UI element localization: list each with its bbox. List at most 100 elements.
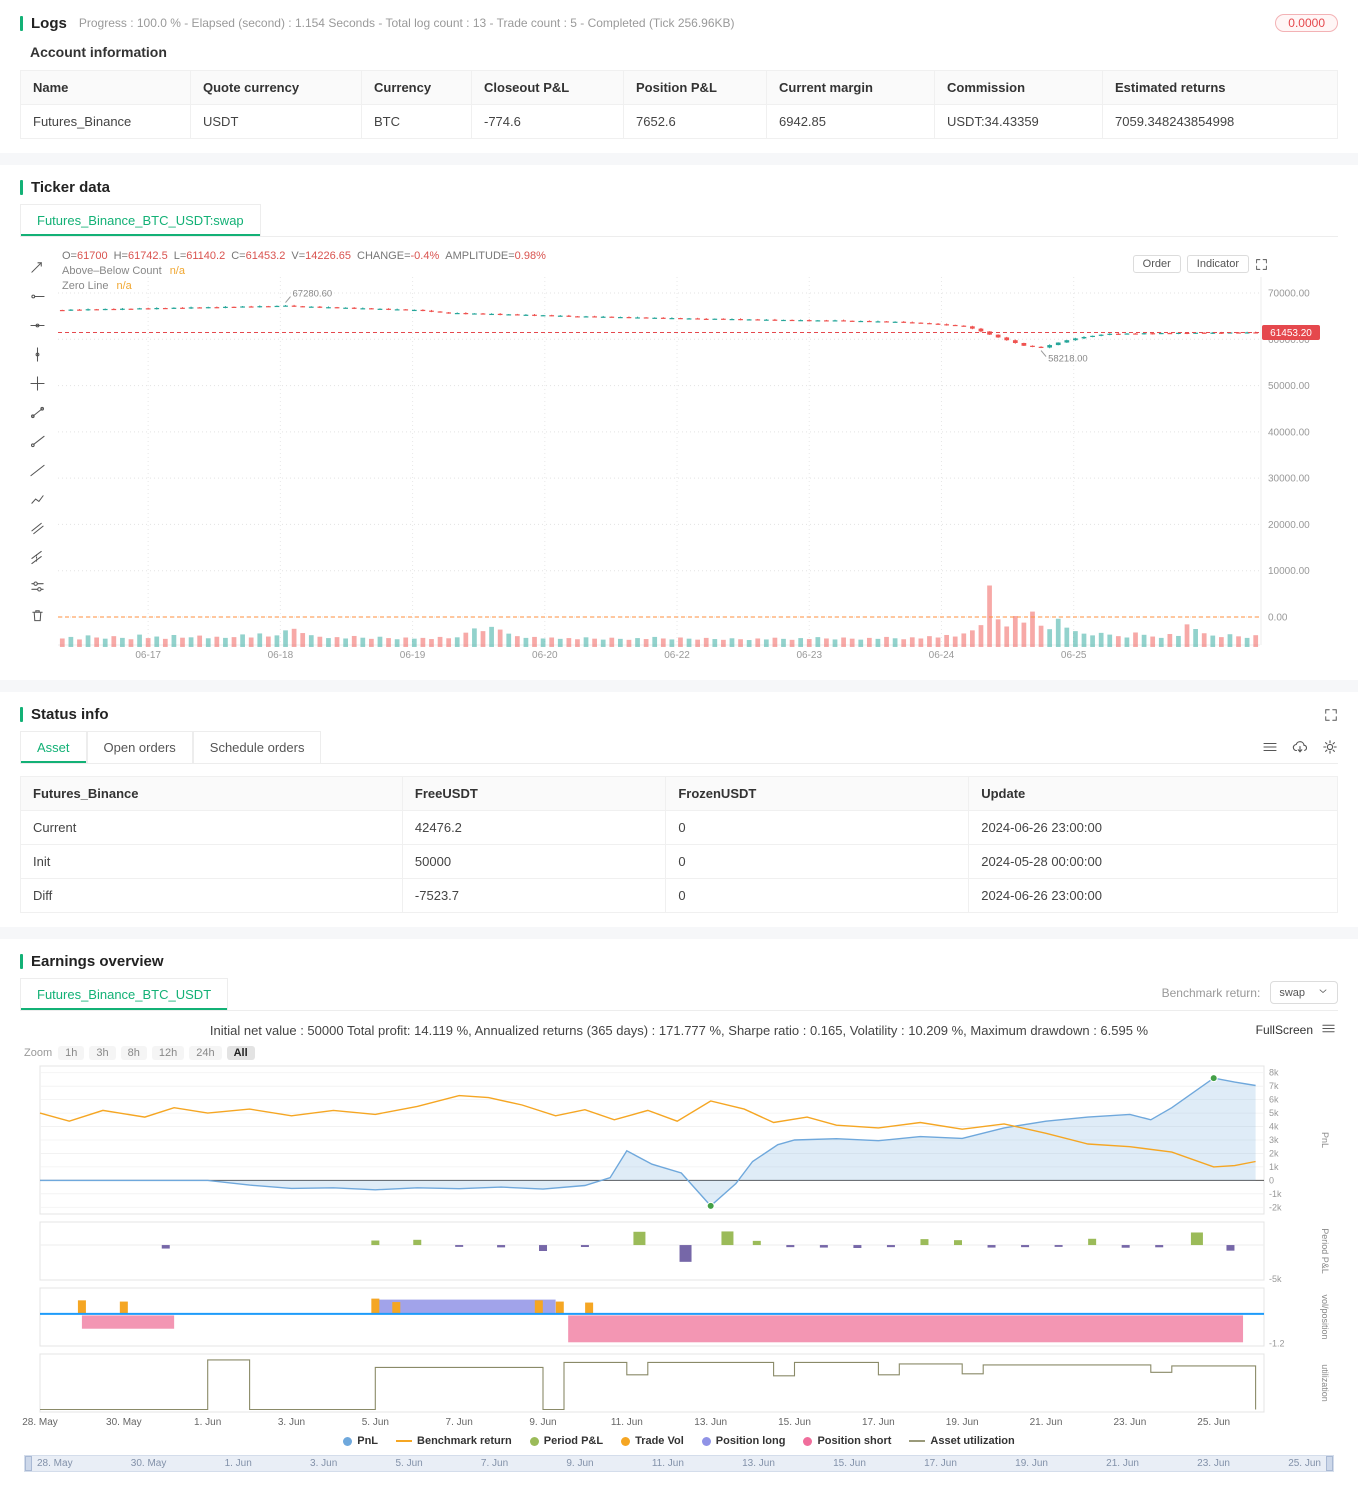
svg-text:PnL: PnL [1320,1132,1330,1148]
svg-text:9. Jun: 9. Jun [529,1417,556,1428]
zoom-all[interactable]: All [226,1046,255,1060]
menu-icon[interactable] [1321,1021,1336,1039]
tab-futures-binance-btc-usdt[interactable]: Futures_Binance_BTC_USDT [20,978,229,1010]
delete-icon[interactable] [26,605,48,625]
legend-item-asset-utilization[interactable]: Asset utilization [909,1435,1015,1447]
svg-text:17. Jun: 17. Jun [862,1417,895,1428]
zoom-1h[interactable]: 1h [58,1046,85,1060]
svg-text:20000.00: 20000.00 [1268,520,1310,531]
svg-text:5. Jun: 5. Jun [362,1417,389,1428]
zoom-label: Zoom [24,1047,53,1059]
parallel-lines-icon[interactable] [26,518,48,538]
earnings-title: Earnings overview [31,953,164,970]
earnings-chart[interactable]: 8k 7k 6k 5k 4k 3k 2k 1k 0 -1k -2k -5k -1.2 28. May 30.… [20,1062,1338,1435]
status-tabs: Asset Open orders Schedule orders [20,731,1338,764]
svg-text:7k: 7k [1269,1081,1279,1091]
gear-icon[interactable] [1322,739,1338,755]
channel-icon[interactable] [26,547,48,567]
table-cell: USDT [190,104,362,139]
cross-line-icon[interactable] [26,373,48,393]
menu-icon[interactable] [1262,739,1278,755]
navigator-date-label: 3. Jun [310,1458,338,1469]
zoom-12h[interactable]: 12h [151,1046,185,1060]
svg-text:4k: 4k [1269,1122,1279,1132]
svg-text:30. May: 30. May [106,1417,142,1428]
ohlc-value: 61453.2 [245,250,286,262]
polyline-icon[interactable] [26,489,48,509]
svg-text:-2k: -2k [1269,1202,1282,1212]
legend-item-period-p&l[interactable]: Period P&L [529,1435,603,1447]
svg-text:25. Jun: 25. Jun [1197,1417,1230,1428]
svg-text:61453.20: 61453.20 [1270,328,1312,339]
table-row: Futures_Binance USDT BTC -774.6 7652.6 6942.8… [20,104,1338,139]
navigator-date-label: 15. Jun [833,1458,866,1469]
status-table: Futures_Binance FreeUSDT FrozenUSDT Update C… [20,776,1338,913]
status-section: Status info Asset Open orders Schedule ord… [0,692,1358,927]
cloud-download-icon[interactable] [1292,739,1308,755]
navigator-date-label: 23. Jun [1197,1458,1230,1469]
order-button[interactable]: Order [1132,255,1181,273]
navigator-date-label: 9. Jun [566,1458,594,1469]
status-title: Status info [31,706,109,723]
ticker-title: Ticker data [31,179,110,196]
legend-item-trade-vol[interactable]: Trade Vol [621,1435,684,1447]
section-accent-bar [20,180,23,195]
fullscreen-button[interactable]: FullScreen [1256,1021,1336,1039]
navigator-date-label: 1. Jun [224,1458,252,1469]
extended-line-icon[interactable] [26,460,48,480]
ray-icon[interactable] [26,431,48,451]
indicator-value: n/a [116,280,132,292]
table-cell: 0 [665,844,970,879]
zoom-3h[interactable]: 3h [89,1046,116,1060]
ohlc-label: AMPLITUDE= [445,250,515,262]
navigator-date-label: 11. Jun [651,1458,684,1469]
legend-item-pnl[interactable]: PnL [343,1435,378,1447]
svg-text:06-25: 06-25 [1061,650,1087,661]
ohlc-value: 61140.2 [186,250,226,262]
fullscreen-icon[interactable] [1255,258,1268,271]
vertical-line-icon[interactable] [26,344,48,364]
svg-text:-1k: -1k [1269,1189,1282,1199]
svg-text:5k: 5k [1269,1108,1279,1118]
legend-line-icon [396,1440,413,1442]
legend-item-benchmark-return[interactable]: Benchmark return [396,1435,512,1447]
zoom-24h[interactable]: 24h [189,1046,222,1060]
status-tab-asset[interactable]: Asset [20,731,87,763]
ohlc-label: L= [173,250,187,262]
legend-item-position-long[interactable]: Position long [701,1435,785,1447]
legend-label: Position short [817,1435,892,1447]
svg-text:vol/position: vol/position [1320,1294,1330,1339]
section-divider [0,153,1358,165]
logs-progress-text: Progress : 100.0 % - Elapsed (second) : … [78,16,735,30]
settings-sliders-icon[interactable] [26,576,48,596]
zoom-8h[interactable]: 8h [120,1046,147,1060]
svg-text:70000.00: 70000.00 [1268,289,1310,300]
candlestick-chart[interactable]: 70000.00 60000.00 50000.00 40000.00 30000.00… [54,247,1320,666]
trend-arrow-icon[interactable] [26,257,48,277]
segment-icon[interactable] [26,402,48,422]
svg-text:60000.00: 60000.00 [1268,335,1310,346]
status-tab-open-orders[interactable]: Open orders [86,731,193,763]
horizontal-ray-icon[interactable] [26,286,48,306]
legend-label: Asset utilization [930,1435,1015,1447]
column-header: Current margin [766,70,935,105]
status-tab-schedule-orders[interactable]: Schedule orders [192,731,322,763]
account-information-title: Account information [30,44,167,60]
tab-futures-binance-btc-usdt-swap[interactable]: Futures_Binance_BTC_USDT:swap [20,204,261,236]
svg-text:06-22: 06-22 [664,650,690,661]
svg-text:2k: 2k [1269,1148,1279,1158]
legend-item-position-short[interactable]: Position short [803,1435,891,1447]
indicator-button[interactable]: Indicator [1186,255,1249,273]
chart-navigator[interactable]: 28. May 30. May 1. Jun 3. Jun 5. Jun 7. Jun 9.… [24,1455,1334,1472]
horizontal-line-icon[interactable] [26,315,48,335]
table-cell[interactable]: Current [20,810,403,845]
svg-text:40000.00: 40000.00 [1268,427,1310,438]
benchmark-return-select[interactable]: swap [1270,981,1338,1004]
navigator-date-label: 19. Jun [1015,1458,1048,1469]
svg-text:23. Jun: 23. Jun [1113,1417,1146,1428]
table-cell: 2024-06-26 23:00:00 [968,810,1338,845]
svg-text:19. Jun: 19. Jun [946,1417,979,1428]
collapse-icon[interactable] [1324,708,1338,722]
logs-count-badge: 0.0000 [1275,14,1338,32]
legend-label: Benchmark return [417,1435,512,1447]
